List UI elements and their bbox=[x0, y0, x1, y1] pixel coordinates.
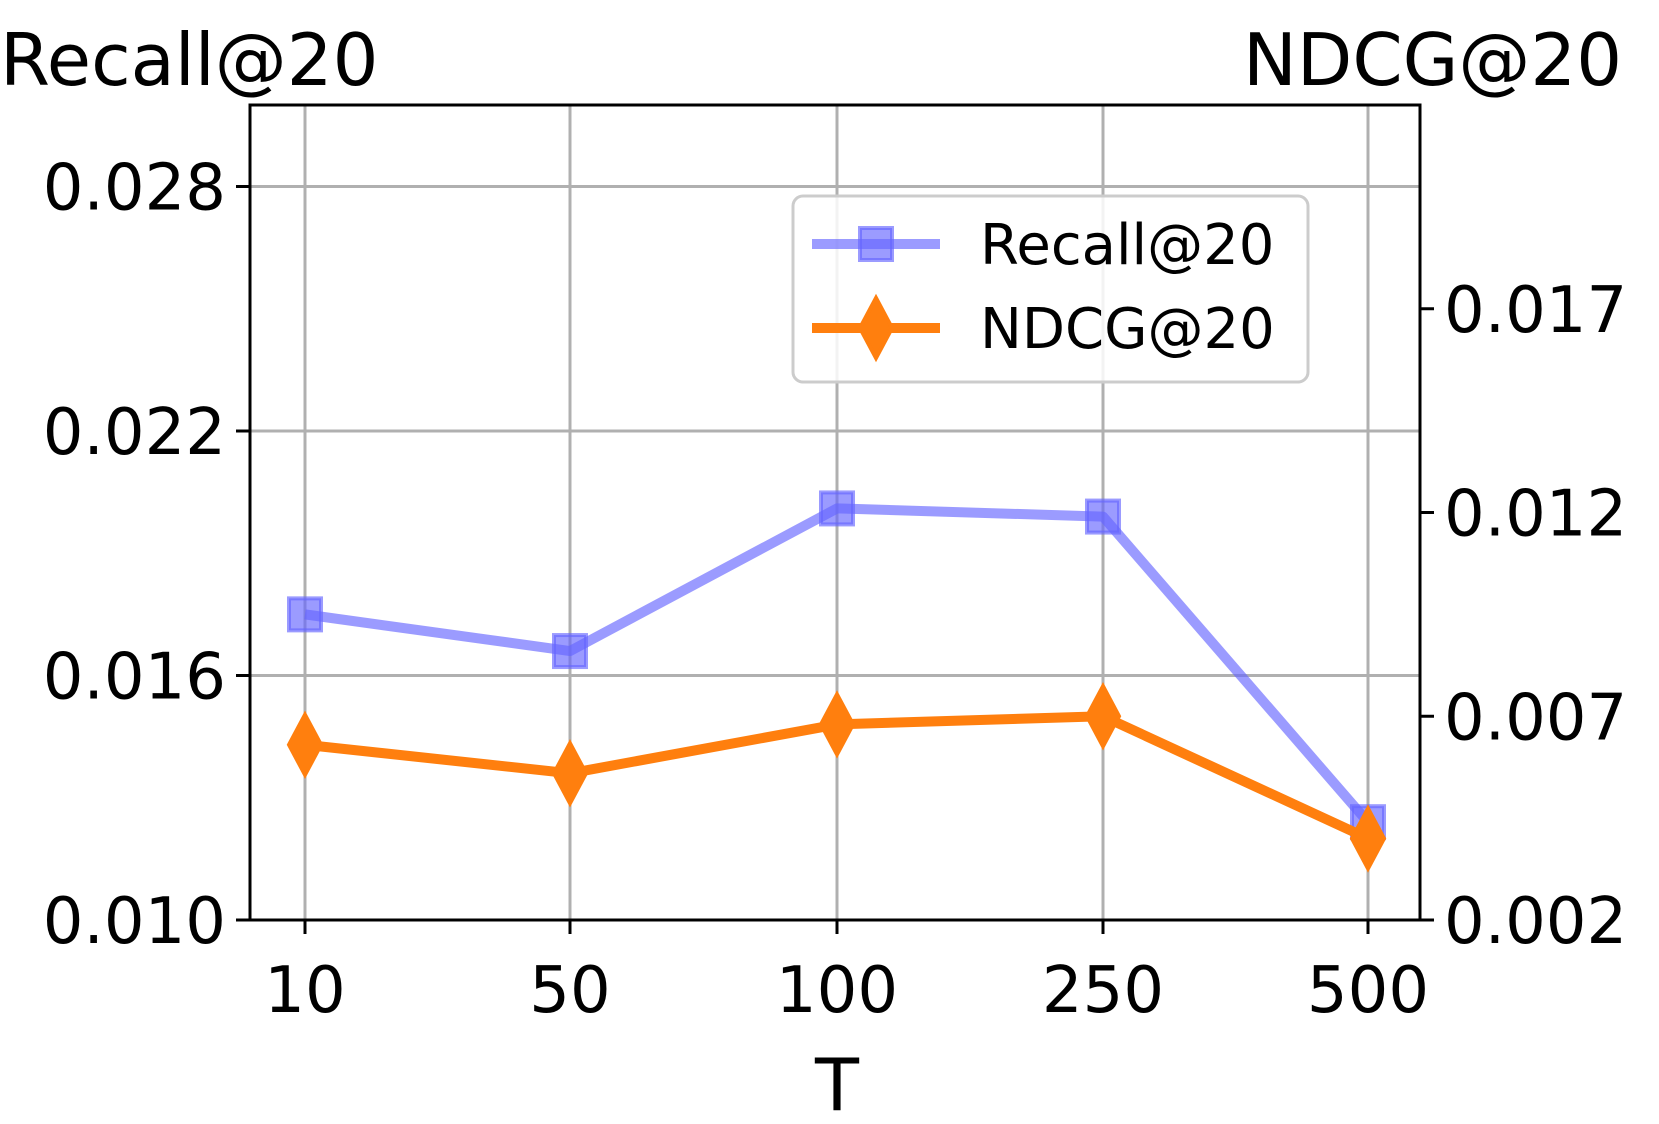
x-tick-label: 10 bbox=[264, 954, 345, 1028]
left-axis-label: Recall@20 bbox=[0, 18, 378, 102]
axes-layer: 10 50 100 250 500 0.010 0.016 0.022 0.028 0.002 0.… bbox=[43, 152, 1627, 1029]
x-tick-label: 100 bbox=[776, 954, 898, 1028]
legend-recall-label: Recall@20 bbox=[980, 213, 1274, 278]
ndcg-point bbox=[1084, 682, 1122, 751]
x-tick-label: 250 bbox=[1042, 954, 1164, 1028]
ndcg-point bbox=[551, 739, 589, 808]
ndcg-point bbox=[286, 710, 324, 780]
left-y-tick-label: 0.028 bbox=[43, 152, 226, 226]
recall-point bbox=[287, 596, 323, 633]
x-axis-label: T bbox=[814, 1043, 860, 1124]
legend-ndcg-label: NDCG@20 bbox=[980, 297, 1275, 362]
right-y-tick-label: 0.007 bbox=[1444, 681, 1627, 755]
x-tick-label: 500 bbox=[1307, 954, 1429, 1028]
left-y-tick-label: 0.022 bbox=[43, 396, 226, 470]
ndcg-point bbox=[1349, 804, 1387, 873]
legend-ndcg-marker bbox=[857, 293, 895, 363]
ndcg-point bbox=[818, 690, 856, 759]
right-y-tick-label: 0.017 bbox=[1444, 274, 1627, 348]
right-y-tick-label: 0.002 bbox=[1444, 885, 1627, 959]
recall-point bbox=[1085, 498, 1121, 535]
right-y-tick-label: 0.012 bbox=[1444, 478, 1627, 552]
series-layer bbox=[286, 490, 1387, 873]
legend-recall-marker bbox=[858, 226, 894, 262]
x-tick-label: 50 bbox=[529, 954, 610, 1028]
recall-point bbox=[819, 490, 855, 527]
recall-point bbox=[552, 633, 588, 670]
legend: Recall@20 NDCG@20 bbox=[791, 194, 1310, 384]
right-axis-label: NDCG@20 bbox=[1243, 18, 1622, 102]
left-y-tick-label: 0.016 bbox=[43, 641, 226, 715]
left-y-tick-label: 0.010 bbox=[43, 885, 226, 959]
